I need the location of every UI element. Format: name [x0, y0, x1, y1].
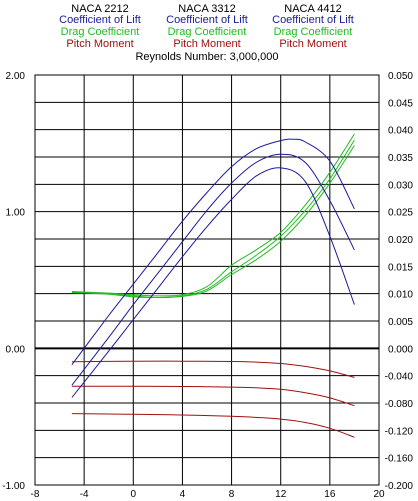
left-tick-label: 2.00 [6, 71, 26, 82]
right-axis-tick-labels: 0.050 0.045 0.040 0.035 0.030 0.025 0.020 0.015… [385, 71, 414, 492]
right-tick-label: -0.160 [385, 454, 414, 465]
right-tick-label: 0.030 [388, 180, 413, 191]
legend-moment-4412: Pitch Moment [279, 38, 346, 50]
right-tick-label: 0.000 [388, 344, 413, 355]
drag-line-naca-2212 [71, 145, 355, 299]
legend-moment-3312: Pitch Moment [173, 38, 240, 50]
right-tick-label: -0.120 [385, 426, 414, 437]
left-tick-label: -1.00 [2, 481, 25, 492]
right-tick-label: 0.025 [388, 208, 413, 219]
right-tick-label: 0.050 [388, 71, 413, 82]
legend-drag-4412: Drag Coefficient [274, 26, 353, 38]
x-tick-label: 16 [324, 489, 336, 500]
legend-group-title-2212: NACA 2212 [71, 3, 128, 15]
right-tick-label: 0.045 [388, 98, 413, 109]
right-tick-label: 0.015 [388, 262, 413, 273]
legend: NACA 2212 Coefficient of Lift Drag Coeff… [59, 3, 354, 63]
lift-line-naca-2212 [71, 167, 355, 398]
series-lines [71, 133, 355, 438]
drag-line-naca-3312 [71, 139, 355, 299]
x-tick-label: 4 [180, 489, 186, 500]
right-tick-label: 0.005 [388, 317, 413, 328]
x-tick-label: 20 [373, 489, 385, 500]
left-tick-label: 0.00 [6, 344, 26, 355]
legend-lift-2212: Coefficient of Lift [59, 14, 141, 26]
x-tick-label: -8 [31, 489, 40, 500]
left-axis-tick-labels: 2.00 1.00 0.00 -1.00 [2, 71, 25, 492]
right-tick-label: -0.080 [385, 399, 414, 410]
legend-lift-3312: Coefficient of Lift [166, 14, 248, 26]
lift-line-naca-3312 [71, 153, 355, 386]
left-tick-label: 1.00 [6, 208, 26, 219]
moment-line-naca-4412 [71, 413, 355, 438]
grid [34, 74, 380, 486]
right-tick-label: 0.010 [388, 290, 413, 301]
legend-drag-3312: Drag Coefficient [168, 26, 247, 38]
chart-subtitle: Reynolds Number: 3,000,000 [135, 51, 278, 63]
legend-lift-4412: Coefficient of Lift [272, 14, 354, 26]
moment-line-naca-3312 [71, 385, 355, 407]
x-tick-label: 8 [229, 489, 235, 500]
plot-frame [34, 74, 380, 486]
legend-group-title-4412: NACA 4412 [284, 3, 341, 15]
x-tick-label: -4 [80, 489, 89, 500]
right-tick-label: 0.020 [388, 235, 413, 246]
x-tick-label: 0 [131, 489, 137, 500]
legend-moment-2212: Pitch Moment [66, 38, 133, 50]
legend-group-title-3312: NACA 3312 [178, 3, 235, 15]
drag-line-naca-4412 [71, 133, 355, 297]
right-tick-label: -0.200 [385, 481, 414, 492]
x-tick-labels: -8 -4 0 4 8 12 16 20 [31, 489, 385, 500]
right-tick-label: 0.035 [388, 153, 413, 164]
moment-line-naca-2212 [71, 360, 355, 378]
right-tick-label: 0.040 [388, 126, 413, 137]
right-tick-label: -0.040 [385, 372, 414, 383]
lift-line-naca-4412 [71, 138, 355, 365]
x-tick-label: 12 [275, 489, 287, 500]
legend-drag-2212: Drag Coefficient [61, 26, 140, 38]
